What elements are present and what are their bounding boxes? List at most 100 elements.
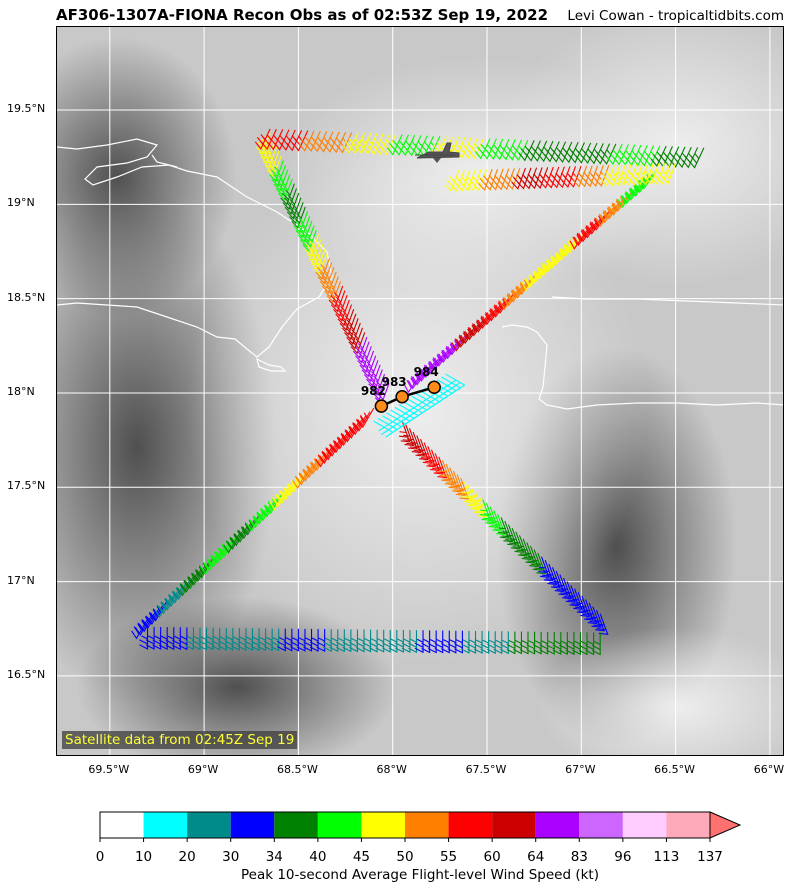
wind-barb: [178, 627, 188, 651]
wind-barb: [341, 313, 357, 336]
wind-barb: [434, 347, 453, 367]
wind-barb: [273, 169, 289, 192]
wind-barb: [402, 424, 415, 447]
wind-barb: [447, 336, 466, 356]
wind-barb: [329, 629, 339, 653]
coastlines: [57, 138, 783, 410]
wind-barb: [552, 245, 570, 265]
puerto-rico-coast: [501, 324, 783, 410]
wind-barb: [291, 206, 306, 229]
wind-barb: [508, 283, 527, 303]
wind-barb: [238, 518, 256, 540]
wind-barb: [270, 628, 280, 652]
wind-barb: [338, 425, 356, 447]
pressure-obs-layer: [374, 380, 441, 413]
wind-barb: [556, 241, 575, 262]
wind-barb: [191, 627, 201, 651]
wind-barb: [276, 482, 294, 504]
wind-barb: [352, 336, 368, 359]
cloud-dark-region: [57, 37, 237, 317]
wind-barb: [490, 298, 509, 318]
map-canvas[interactable]: [57, 27, 784, 756]
wind-barb: [586, 602, 598, 625]
wind-barb: [417, 438, 429, 461]
wind-barb: [322, 439, 340, 461]
wind-barb: [512, 279, 531, 299]
wind-barb: [157, 593, 175, 615]
wind-barb: [261, 497, 279, 518]
wind-barb: [447, 630, 457, 654]
colorbar-tick-label: 30: [222, 849, 240, 865]
wind-barb: [372, 378, 388, 401]
wind-barb-layer: [131, 128, 705, 656]
wind-barb: [688, 147, 705, 169]
wind-barb: [278, 178, 293, 201]
wind-barb: [290, 628, 299, 652]
wind-barb: [549, 567, 561, 589]
wind-barb: [388, 629, 398, 653]
saona-island: [256, 357, 287, 372]
wind-barb: [257, 500, 275, 522]
wind-barb: [267, 155, 282, 178]
colorbar-segment: [579, 812, 623, 838]
map-panel[interactable]: 982 983 984 Satellite data from 02:45Z Sep…: [56, 26, 784, 756]
wind-barb: [575, 592, 587, 614]
wind-barb: [578, 632, 588, 656]
wind-barb: [223, 533, 241, 554]
colorbar-tick-label: 60: [483, 849, 501, 865]
wind-barb: [539, 631, 549, 655]
wind-barb: [269, 490, 287, 511]
wind-barb: [434, 630, 444, 654]
wind-barb: [604, 200, 623, 220]
wind-barb: [513, 631, 523, 655]
wind-barb: [476, 495, 488, 518]
wind-barb: [315, 257, 331, 280]
wind-barb: [326, 436, 344, 457]
wind-barb: [204, 550, 221, 572]
wind-barb: [517, 275, 535, 296]
puerto-rico-north: [551, 296, 783, 306]
wind-barb: [350, 332, 366, 355]
wind-barb: [600, 203, 618, 224]
wind-barb: [406, 428, 418, 450]
wind-barb: [617, 188, 636, 209]
wind-barb: [142, 608, 160, 629]
lon-tick-label: 66.5°W: [654, 763, 696, 776]
wind-barb: [408, 630, 418, 654]
wind-barb: [553, 570, 565, 593]
wind-barb: [316, 629, 326, 652]
wind-barb: [499, 290, 518, 311]
pressure-obs-marker: [427, 380, 441, 395]
wind-barb: [253, 504, 271, 525]
wind-barb: [413, 435, 426, 457]
lat-tick-label: 18.5°N: [7, 290, 46, 304]
colorbar-segment: [361, 812, 405, 838]
wind-barb: [473, 313, 492, 333]
colorbar-tick-label: 0: [95, 849, 105, 865]
wind-barb: [333, 295, 348, 317]
wind-barb: [403, 373, 422, 394]
wind-barb: [292, 468, 310, 490]
lat-tick-label: 17.5°N: [7, 479, 46, 493]
wind-barb: [401, 630, 411, 654]
lon-tick-label: 66°W: [753, 763, 785, 776]
wind-barb: [288, 472, 306, 493]
wind-barb: [460, 324, 479, 345]
colorbar-segment: [405, 812, 449, 838]
wind-barb: [192, 561, 210, 583]
lon-tick-label: 69°W: [187, 763, 219, 776]
wind-barb: [317, 262, 333, 285]
colorbar-segment: [535, 812, 580, 838]
wind-barb: [567, 584, 580, 607]
wind-barb: [582, 219, 601, 239]
colorbar-segment: [187, 812, 231, 838]
colorbar-extend-arrow: [709, 811, 742, 839]
wind-barb: [211, 627, 221, 651]
wind-barb: [428, 449, 440, 472]
wind-barb: [319, 443, 336, 464]
pressure-obs-marker: [395, 389, 409, 404]
wind-barb: [357, 407, 375, 429]
wind-barb: [330, 432, 348, 454]
lat-tick-label: 19.5°N: [7, 101, 46, 115]
wind-barb: [224, 627, 234, 651]
